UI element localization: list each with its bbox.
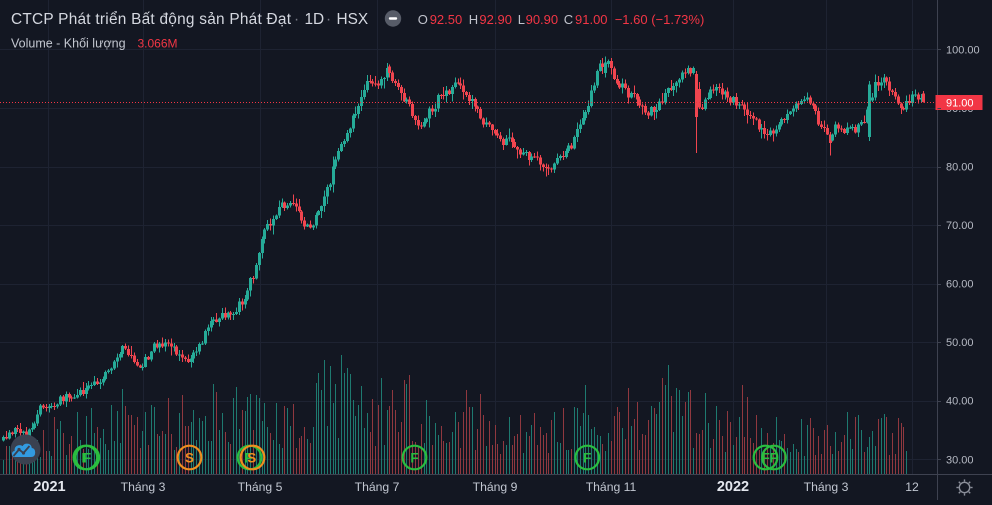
svg-text:F: F [410, 450, 418, 465]
svg-text:Tháng 3: Tháng 3 [121, 480, 166, 494]
svg-text:CTCP Phát triển Bất động sản P: CTCP Phát triển Bất động sản Phát Đạt [11, 11, 292, 28]
svg-text:S: S [185, 450, 194, 465]
svg-text:2021: 2021 [33, 479, 65, 495]
svg-text:−1.60 (−1.73%): −1.60 (−1.73%) [615, 12, 705, 27]
svg-text:100.00: 100.00 [946, 44, 980, 56]
svg-text:Tháng 5: Tháng 5 [238, 480, 283, 494]
svg-text:70.00: 70.00 [946, 220, 974, 232]
svg-text:F: F [583, 450, 591, 465]
svg-text:92.90: 92.90 [479, 12, 512, 27]
svg-text:91.00: 91.00 [946, 98, 974, 110]
svg-text:50.00: 50.00 [946, 337, 974, 349]
svg-text:80.00: 80.00 [946, 161, 974, 173]
svg-text:C: C [564, 12, 573, 27]
svg-text:F: F [770, 450, 778, 465]
svg-text:Tháng 7: Tháng 7 [355, 480, 400, 494]
svg-text:HSX: HSX [337, 11, 369, 28]
svg-text:Volume - Khối lượng: Volume - Khối lượng [11, 37, 126, 51]
svg-text:92.50: 92.50 [430, 12, 463, 27]
svg-text:·: · [294, 11, 299, 28]
svg-text:2022: 2022 [717, 479, 749, 495]
svg-text:12: 12 [905, 480, 919, 494]
svg-text:30.00: 30.00 [946, 454, 974, 466]
svg-text:40.00: 40.00 [946, 396, 974, 408]
svg-text:·: · [326, 11, 331, 28]
svg-text:3.066M: 3.066M [138, 37, 178, 51]
svg-text:1D: 1D [305, 11, 325, 28]
svg-text:S: S [247, 450, 256, 465]
svg-text:90.90: 90.90 [526, 12, 559, 27]
svg-text:L: L [518, 12, 525, 27]
svg-text:F: F [83, 450, 91, 465]
svg-text:Tháng 9: Tháng 9 [473, 480, 518, 494]
svg-text:60.00: 60.00 [946, 279, 974, 291]
svg-text:91.00: 91.00 [575, 12, 608, 27]
svg-text:F: F [762, 450, 770, 465]
svg-text:Tháng 3: Tháng 3 [804, 480, 849, 494]
svg-text:H: H [469, 12, 478, 27]
svg-text:O: O [418, 12, 428, 27]
svg-text:Tháng 11: Tháng 11 [586, 480, 637, 494]
